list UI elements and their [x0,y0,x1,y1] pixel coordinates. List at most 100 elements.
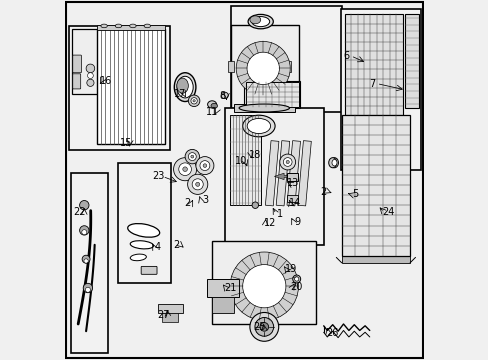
Ellipse shape [130,254,146,261]
Text: 19: 19 [284,264,296,274]
Text: 18: 18 [249,150,261,160]
Circle shape [254,318,273,336]
Circle shape [86,64,95,73]
Circle shape [246,52,279,85]
Ellipse shape [247,14,273,29]
Circle shape [196,157,213,175]
Circle shape [190,98,197,104]
Text: 11: 11 [205,107,218,117]
Text: 4: 4 [155,242,161,252]
FancyBboxPatch shape [73,55,81,73]
Bar [71,173,108,353]
Bar [265,141,278,206]
Ellipse shape [239,104,289,112]
Text: 23: 23 [152,171,164,181]
Circle shape [283,158,291,166]
Circle shape [185,149,199,164]
Text: 17: 17 [173,89,185,99]
Text: 14: 14 [288,198,301,208]
Ellipse shape [174,73,196,102]
FancyBboxPatch shape [141,266,157,274]
Bar [72,29,127,94]
Ellipse shape [129,24,136,28]
Ellipse shape [115,24,122,28]
Text: 13: 13 [286,178,299,188]
Text: 20: 20 [290,282,302,292]
Text: 26: 26 [326,328,338,338]
FancyBboxPatch shape [73,74,81,89]
Circle shape [187,174,207,194]
Ellipse shape [207,101,216,108]
Circle shape [260,323,268,331]
Bar [276,141,289,206]
Bar [97,29,165,144]
Bar [227,61,233,72]
Text: 10: 10 [234,156,246,166]
Circle shape [81,230,87,235]
Circle shape [85,287,90,292]
Ellipse shape [294,277,298,281]
Text: 2: 2 [183,198,190,208]
Bar [286,195,297,202]
Ellipse shape [144,24,150,28]
Bar [246,82,298,107]
Bar [286,141,300,206]
Text: 1: 1 [277,209,283,219]
Circle shape [192,179,203,190]
Circle shape [80,201,89,210]
Bar [297,141,311,206]
Text: 2: 2 [320,186,326,197]
Circle shape [203,164,206,167]
Text: 6: 6 [343,51,349,61]
Circle shape [188,153,196,161]
Bar [212,297,233,313]
Ellipse shape [177,78,188,93]
Bar [212,241,316,324]
Bar [69,26,170,150]
Text: 25: 25 [253,322,265,332]
Text: 7: 7 [368,78,375,89]
Text: 8: 8 [219,91,225,102]
Ellipse shape [242,115,275,137]
Bar [233,104,294,112]
Circle shape [190,155,193,158]
Bar [340,9,420,170]
Bar [230,25,298,108]
Ellipse shape [249,16,260,24]
Bar [341,254,409,263]
Bar [224,108,323,245]
Circle shape [87,73,93,78]
Circle shape [279,154,295,170]
Circle shape [200,161,209,171]
Text: 15: 15 [119,138,132,148]
Bar [284,61,290,72]
Ellipse shape [101,24,107,28]
Text: 2: 2 [173,240,179,250]
Ellipse shape [177,76,193,98]
Circle shape [236,41,289,95]
Ellipse shape [331,159,336,166]
Circle shape [87,79,94,86]
Circle shape [195,182,199,186]
Ellipse shape [221,92,228,99]
Bar [162,313,178,322]
Text: 24: 24 [382,207,394,217]
Ellipse shape [251,202,258,208]
Ellipse shape [211,103,217,108]
Circle shape [82,255,90,263]
Ellipse shape [247,118,270,134]
Text: 21: 21 [224,283,236,293]
Text: 3: 3 [202,195,207,205]
Bar [158,304,183,313]
Ellipse shape [130,241,153,249]
Circle shape [80,226,89,235]
Text: 5: 5 [351,189,358,199]
Circle shape [188,95,200,107]
Bar [344,14,402,115]
Text: 9: 9 [294,217,300,227]
Ellipse shape [292,275,300,283]
Bar [344,115,402,122]
Circle shape [83,283,92,293]
Bar [230,6,341,112]
Circle shape [249,312,278,341]
